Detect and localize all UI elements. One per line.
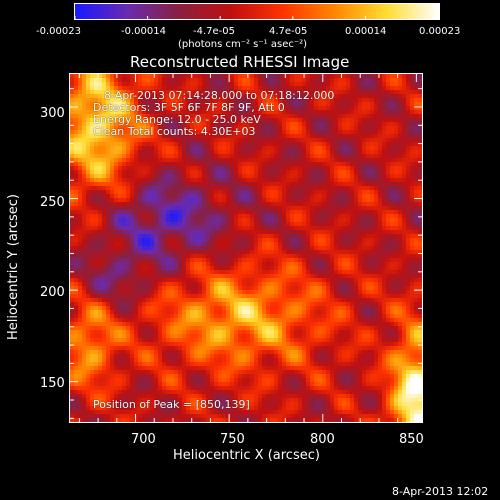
x-tick-label: 850	[399, 432, 424, 447]
y-tick-label: 300	[40, 106, 65, 121]
chart-title: Reconstructed RHESSI Image	[130, 53, 350, 71]
heatmap-image	[70, 74, 422, 422]
clean-annotation: Clean Total counts: 4.30E+03	[93, 125, 256, 138]
time-range-annotation: 8-Apr-2013 07:14:28.000 to 07:18:12.000	[104, 89, 335, 102]
x-axis-label: Heliocentric X (arcsec)	[173, 448, 320, 463]
y-tick-label: 150	[40, 376, 65, 391]
y-axis-label: Heliocentric Y (arcsec)	[6, 194, 21, 340]
x-tick-label: 750	[220, 432, 245, 447]
colorbar-tick-label: 0.00023	[419, 26, 461, 37]
colorbar-gradient	[75, 4, 439, 19]
detectors-annotation: Detectors: 3F 5F 6F 7F 8F 9F, Att 0	[93, 101, 285, 114]
colorbar-unit-label: (photons cm⁻² s⁻¹ asec⁻²)	[178, 39, 308, 50]
x-tick-label: 700	[131, 432, 156, 447]
energy-range-annotation: Energy Range: 12.0 - 25.0 keV	[93, 113, 261, 126]
y-tick-label: 250	[40, 195, 65, 210]
y-tick-label: 200	[40, 285, 65, 300]
colorbar-tick-label: 0.00014	[345, 26, 387, 37]
colorbar-tick-label: 4.7e-05	[269, 26, 308, 37]
plot-frame	[69, 73, 423, 423]
footer-timestamp: 8-Apr-2013 12:02	[392, 485, 489, 498]
colorbar-tick-label: -0.00023	[36, 26, 81, 37]
colorbar-tick-label: -0.00014	[121, 26, 166, 37]
peak-position-annotation: Position of Peak = [850,139]	[93, 398, 250, 411]
colorbar-frame	[74, 3, 440, 20]
colorbar-tick-label: -4.7e-05	[193, 26, 235, 37]
x-tick-label: 800	[310, 432, 335, 447]
